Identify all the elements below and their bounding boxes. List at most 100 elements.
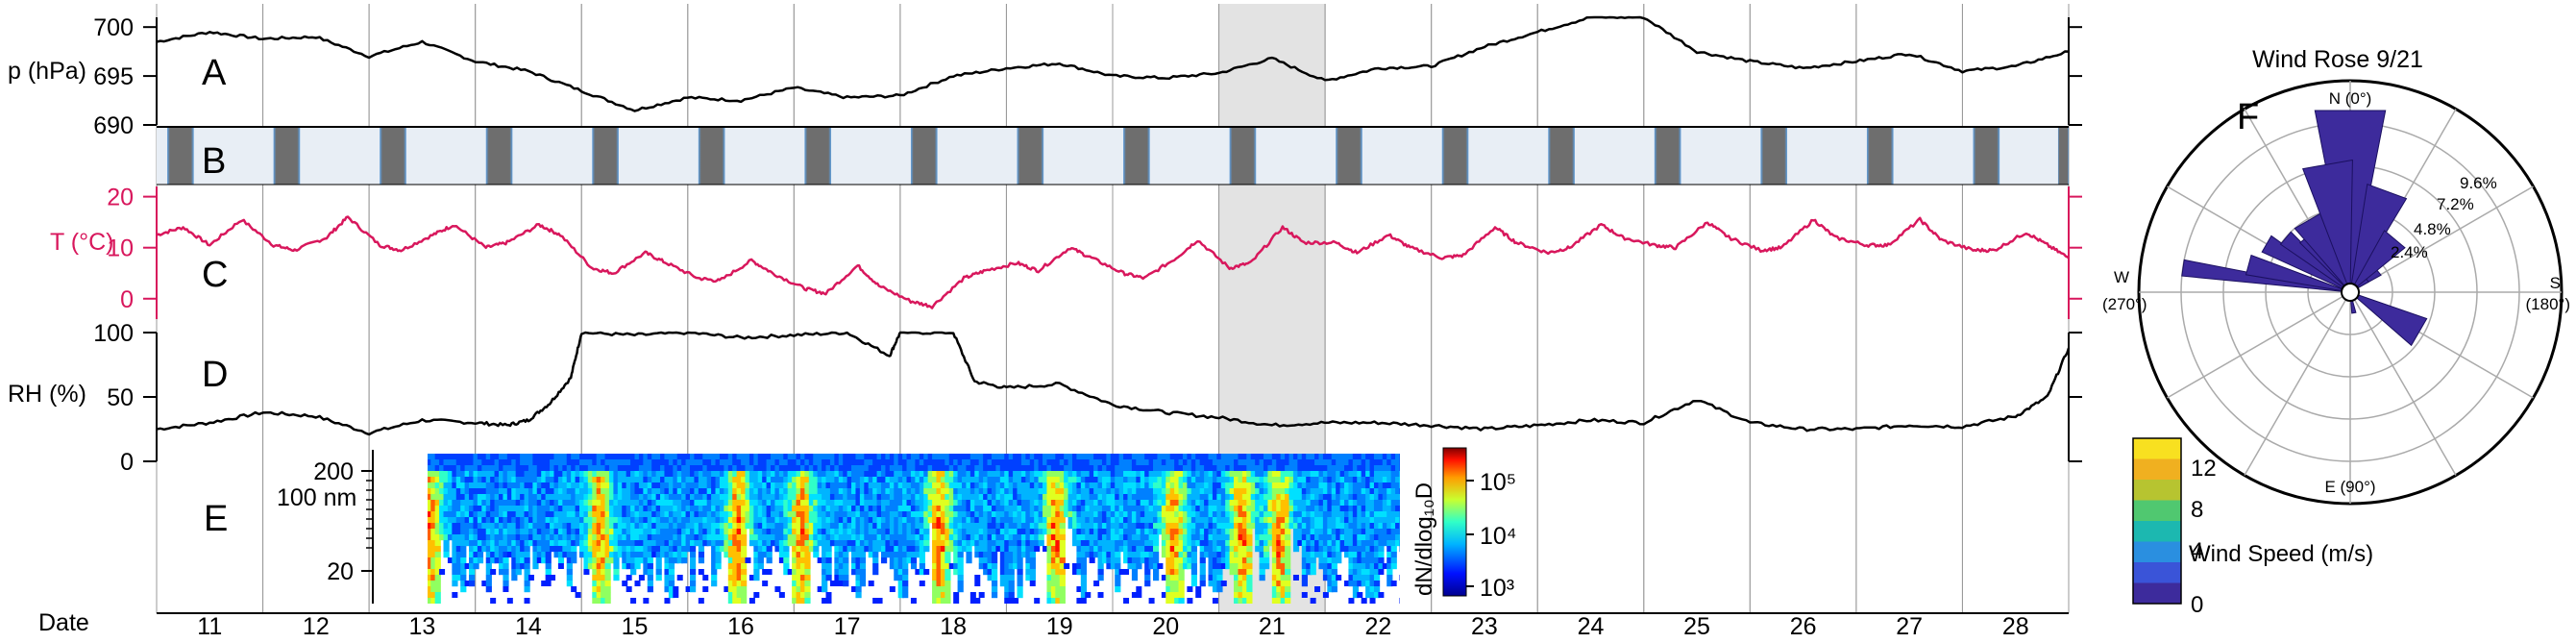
heatmap-cell — [1285, 552, 1290, 557]
heatmap-cell — [783, 546, 789, 552]
heatmap-cell — [1009, 586, 1015, 592]
heatmap-cell — [422, 477, 428, 482]
heatmap-cell — [478, 557, 483, 563]
heatmap-cell — [1246, 546, 1252, 552]
heatmap-cell — [444, 540, 450, 546]
heatmap-cell — [1018, 569, 1023, 575]
heatmap-cell — [1395, 471, 1401, 477]
heatmap-cell — [1115, 575, 1120, 581]
heatmap-cell — [741, 586, 747, 592]
heatmap-cell — [804, 575, 810, 581]
heatmap-cell — [1391, 546, 1397, 552]
heatmap-cell — [1085, 592, 1091, 598]
heatmap-cell — [469, 581, 475, 586]
heatmap-cell — [1060, 586, 1066, 592]
heatmap-cell — [503, 569, 508, 575]
heatmap-cell — [1132, 569, 1138, 575]
heatmap-cell — [953, 598, 959, 604]
heatmap-cell — [1060, 569, 1066, 575]
heatmap-cell — [1200, 581, 1206, 586]
heatmap-cell — [460, 586, 466, 592]
heatmap-cell — [992, 552, 997, 557]
heatmap-cell — [1400, 459, 1406, 465]
heatmap-cell — [711, 569, 717, 575]
heatmap-cell — [1191, 575, 1197, 581]
heatmap-cell — [1153, 540, 1159, 546]
heatmap-cell — [1018, 581, 1023, 586]
heatmap-cell — [745, 557, 750, 563]
heatmap-cell — [422, 517, 428, 523]
heatmap-cell — [822, 581, 827, 586]
heatmap-cell — [1395, 534, 1401, 540]
heatmap-cell — [525, 569, 530, 575]
heatmap-cell — [804, 569, 810, 575]
heatmap-cell — [469, 575, 475, 581]
heatmap-cell — [1060, 581, 1066, 586]
heatmap-cell — [422, 465, 428, 471]
heatmap-cell — [486, 581, 492, 586]
heatmap-cell — [1391, 557, 1397, 563]
heatmap-cell — [1179, 581, 1185, 586]
heatmap-cell — [422, 506, 428, 511]
heatmap-cell — [702, 586, 708, 592]
panel-b-day-night — [157, 127, 2069, 185]
heatmap-cell — [1246, 575, 1252, 581]
heatmap-cell — [525, 552, 530, 557]
heatmap-cell — [1391, 581, 1397, 586]
heatmap-cell — [1246, 563, 1252, 569]
heatmap-cell — [1081, 581, 1087, 586]
heatmap-cell — [439, 569, 445, 575]
heatmap-cell — [503, 575, 508, 581]
heatmap-cell — [902, 592, 908, 598]
heatmap-cell — [716, 563, 722, 569]
heatmap-cell — [1144, 581, 1150, 586]
heatmap-cell — [1093, 581, 1099, 586]
heatmap-cell — [422, 494, 428, 500]
heatmap-cell — [1149, 598, 1155, 604]
heatmap-cell — [970, 592, 976, 598]
heatmap-cell — [902, 581, 908, 586]
heatmap-cell — [613, 557, 619, 563]
heatmap-cell — [920, 581, 925, 586]
heatmap-cell — [1115, 586, 1120, 592]
heatmap-cell — [1009, 575, 1015, 581]
heatmap-cell — [860, 581, 866, 586]
heatmap-cell — [571, 557, 577, 563]
heatmap-cell — [1030, 569, 1036, 575]
heatmap-cell — [1136, 563, 1141, 569]
heatmap-cell — [826, 598, 832, 604]
heatmap-cell — [804, 592, 810, 598]
heatmap-cell — [992, 575, 997, 581]
heatmap-cell — [804, 552, 810, 557]
heatmap-cell — [1332, 586, 1337, 592]
heatmap-cell — [422, 581, 428, 586]
heatmap-cell — [452, 592, 457, 598]
heatmap-cell — [1098, 563, 1104, 569]
heatmap-cell — [486, 575, 492, 581]
heatmap-cell — [1386, 575, 1392, 581]
night-band — [592, 127, 619, 185]
heatmap-cell — [877, 598, 883, 604]
heatmap-cell — [690, 557, 696, 563]
heatmap-cell — [1285, 598, 1290, 604]
heatmap-cell — [1336, 552, 1341, 557]
heatmap-cell — [1285, 592, 1290, 598]
heatmap-cell — [1246, 557, 1252, 563]
heatmap-cell — [1246, 598, 1252, 604]
heatmap-cell — [813, 546, 819, 552]
heatmap-cell — [690, 581, 696, 586]
heatmap-cell — [1179, 575, 1185, 581]
heatmap-cell — [1285, 557, 1290, 563]
heatmap-cell — [1395, 529, 1401, 534]
heatmap-cell — [1395, 523, 1401, 529]
heatmap-cell — [550, 575, 555, 581]
heatmap-cell — [422, 598, 428, 604]
heatmap-cell — [1246, 529, 1252, 534]
heatmap-cell — [422, 546, 428, 552]
heatmap-cell — [1260, 569, 1265, 575]
heatmap-cell — [1060, 529, 1066, 534]
y-tick-label: 690 — [93, 112, 134, 139]
heatmap-cell — [558, 557, 564, 563]
heatmap-cell — [783, 563, 789, 569]
